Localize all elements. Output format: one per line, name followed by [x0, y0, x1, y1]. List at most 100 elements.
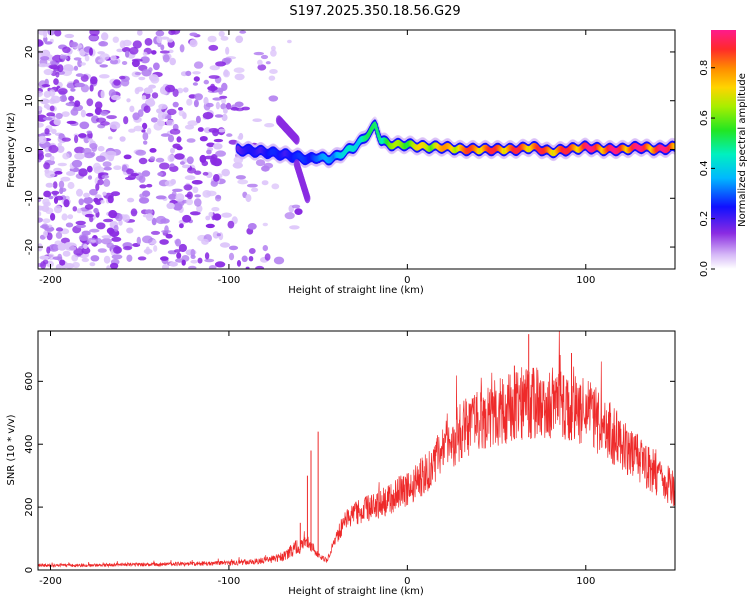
ytick-label: 600	[24, 372, 35, 391]
noise-blob	[105, 150, 117, 158]
noise-blob	[111, 236, 122, 242]
noise-blob	[221, 97, 227, 105]
noise-blob	[168, 30, 176, 36]
noise-blob	[269, 69, 278, 74]
snr-xlabel: Height of straight line (km)	[288, 586, 424, 597]
xtick-label: -100	[218, 576, 241, 587]
ytick-label: -20	[24, 239, 35, 255]
noise-blob	[101, 237, 112, 245]
xtick-label: -200	[39, 275, 62, 286]
noise-blob	[53, 118, 61, 126]
noise-blob	[116, 48, 124, 53]
noise-blob	[49, 60, 57, 65]
noise-blob	[89, 30, 100, 37]
noise-blob	[191, 180, 203, 185]
xtick-label: -100	[218, 275, 241, 286]
noise-blob	[162, 54, 170, 63]
noise-blob	[189, 211, 201, 216]
noise-blob	[164, 180, 175, 187]
noise-blob	[151, 50, 157, 55]
noise-blob	[137, 30, 143, 36]
noise-blob	[248, 248, 256, 254]
noise-blob	[141, 95, 147, 100]
noise-blob	[62, 250, 71, 257]
noise-blob	[167, 154, 175, 163]
noise-blob	[48, 145, 59, 154]
noise-blob	[186, 191, 193, 200]
noise-blob	[94, 194, 102, 199]
noise-blob	[67, 181, 75, 190]
noise-blob	[265, 61, 271, 65]
noise-blob	[53, 78, 59, 85]
noise-blob	[38, 153, 44, 161]
noise-blob	[72, 261, 80, 269]
noise-blob	[38, 106, 43, 111]
noise-blob	[143, 87, 153, 94]
noise-blob	[220, 36, 229, 41]
noise-blob	[209, 157, 217, 164]
noise-blob	[65, 222, 74, 228]
colorbar-tick-label: 0.2	[699, 211, 710, 227]
noise-blob	[82, 147, 92, 155]
noise-blob	[186, 167, 197, 174]
noise-blob	[57, 162, 67, 167]
noise-blob	[72, 206, 78, 212]
noise-blob	[169, 261, 178, 267]
noise-blob	[89, 228, 100, 233]
noise-blob	[62, 152, 70, 160]
noise-blob	[76, 188, 83, 197]
noise-blob	[185, 70, 192, 77]
noise-blob	[57, 88, 68, 95]
noise-blob	[175, 238, 181, 247]
noise-blob	[102, 191, 107, 196]
noise-blob	[161, 229, 172, 234]
noise-blob	[170, 147, 175, 154]
noise-blob	[188, 265, 197, 269]
noise-blob	[197, 127, 204, 132]
noise-blob	[55, 112, 63, 120]
noise-blob	[42, 198, 50, 206]
noise-blob	[137, 256, 147, 261]
xtick-label: 0	[404, 275, 410, 286]
noise-blob	[262, 245, 268, 252]
noise-blob	[294, 208, 303, 216]
noise-blob	[228, 252, 235, 261]
noise-blob	[62, 46, 71, 54]
noise-blob	[106, 265, 111, 269]
noise-blob	[73, 248, 84, 256]
noise-blob	[204, 252, 210, 260]
noise-blob	[139, 184, 147, 189]
colorbar-gradient	[711, 30, 736, 269]
noise-blob	[125, 50, 130, 58]
noise-blob	[172, 203, 183, 211]
noise-blob	[220, 103, 227, 110]
noise-blob	[245, 194, 252, 203]
noise-blob	[221, 212, 233, 218]
noise-blob	[155, 157, 165, 163]
noise-blob	[218, 30, 225, 37]
noise-blob	[87, 138, 94, 142]
noise-blob	[193, 61, 204, 69]
noise-blob	[181, 259, 186, 266]
noise-blob	[86, 130, 92, 134]
noise-blob	[214, 114, 223, 118]
noise-blob	[201, 160, 209, 167]
noise-blob	[109, 121, 121, 130]
signal-ridge	[234, 116, 675, 169]
noise-blob	[142, 190, 151, 197]
noise-blob	[264, 123, 275, 128]
noise-blob	[166, 119, 175, 126]
noise-blob	[101, 235, 113, 239]
noise-blob	[109, 59, 119, 65]
noise-blob	[151, 92, 159, 99]
noise-blob	[106, 115, 117, 120]
noise-blob	[111, 254, 123, 260]
noise-blob	[49, 155, 55, 161]
noise-blob	[99, 64, 108, 68]
noise-blob	[78, 168, 88, 177]
noise-blob	[78, 198, 84, 206]
noise-blob	[160, 36, 170, 40]
noise-blob	[215, 61, 227, 67]
noise-blob	[146, 183, 153, 188]
noise-blob	[43, 68, 53, 76]
